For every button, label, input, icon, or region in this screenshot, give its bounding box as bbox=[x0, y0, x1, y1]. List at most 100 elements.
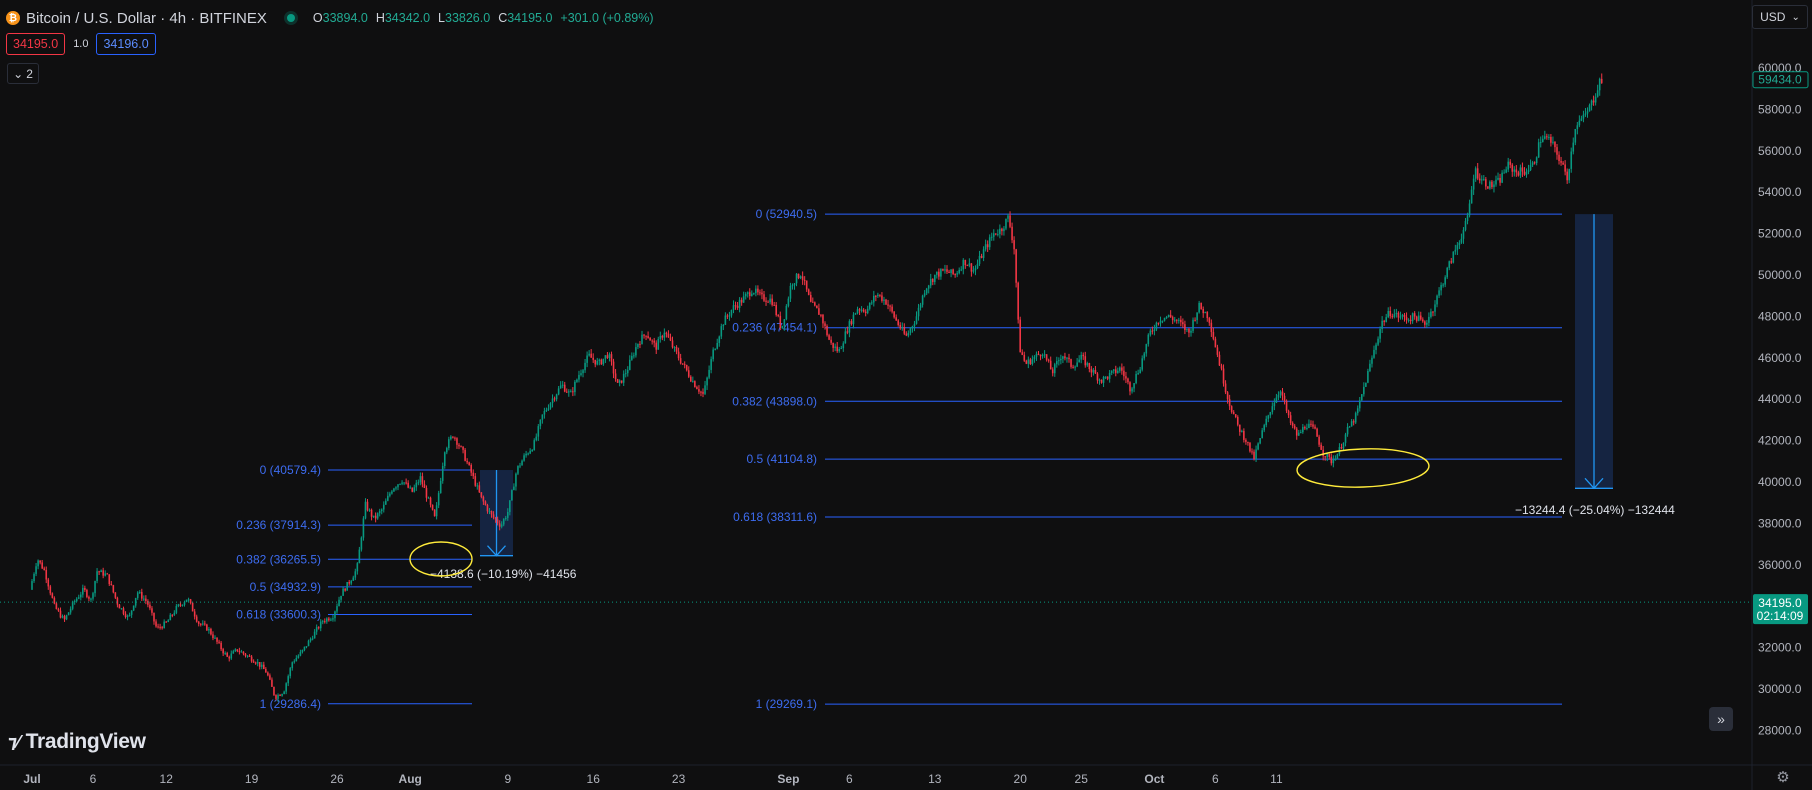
candle-body[interactable] bbox=[370, 509, 373, 517]
candle-body[interactable] bbox=[86, 589, 88, 597]
candle-body[interactable] bbox=[399, 483, 401, 485]
candle-body[interactable] bbox=[159, 626, 161, 628]
candle-body[interactable] bbox=[260, 664, 263, 667]
candle-body[interactable] bbox=[1015, 249, 1017, 283]
chart-settings-button[interactable]: ⚙ bbox=[1774, 768, 1792, 786]
candle-body[interactable] bbox=[1318, 436, 1320, 445]
candle-body[interactable] bbox=[1078, 359, 1080, 363]
candle-body[interactable] bbox=[1214, 338, 1217, 348]
candle-body[interactable] bbox=[1440, 285, 1442, 291]
candle-body[interactable] bbox=[1525, 172, 1528, 175]
candle-body[interactable] bbox=[1253, 451, 1255, 459]
candle-body[interactable] bbox=[927, 285, 930, 289]
candle-body[interactable] bbox=[1531, 162, 1534, 166]
candle-body[interactable] bbox=[240, 651, 243, 653]
candle-body[interactable] bbox=[1060, 358, 1062, 361]
candle-body[interactable] bbox=[842, 343, 845, 349]
candle-body[interactable] bbox=[797, 273, 800, 279]
candle-body[interactable] bbox=[618, 380, 621, 383]
candle-body[interactable] bbox=[1192, 319, 1194, 331]
candle-body[interactable] bbox=[1204, 311, 1207, 314]
candle-body[interactable] bbox=[1220, 365, 1223, 369]
indicators-toggle-button[interactable]: ⌄ 2 bbox=[7, 63, 39, 84]
candle-body[interactable] bbox=[1558, 154, 1560, 162]
candle-body[interactable] bbox=[960, 269, 963, 271]
candle-body[interactable] bbox=[49, 586, 52, 594]
candle-body[interactable] bbox=[1332, 459, 1335, 464]
candle-body[interactable] bbox=[791, 285, 794, 287]
candle-body[interactable] bbox=[1397, 312, 1400, 318]
candle-body[interactable] bbox=[287, 676, 289, 684]
candle-body[interactable] bbox=[602, 358, 605, 365]
candle-body[interactable] bbox=[118, 604, 121, 609]
candle-body[interactable] bbox=[1535, 157, 1538, 164]
candle-body[interactable] bbox=[77, 597, 80, 599]
candle-body[interactable] bbox=[753, 293, 755, 295]
candle-body[interactable] bbox=[968, 263, 971, 266]
candle-body[interactable] bbox=[1533, 162, 1536, 164]
candle-body[interactable] bbox=[1452, 251, 1455, 263]
candle-body[interactable] bbox=[1090, 369, 1093, 373]
candle-body[interactable] bbox=[879, 294, 881, 296]
candle-body[interactable] bbox=[1287, 410, 1290, 416]
candle-body[interactable] bbox=[1430, 311, 1432, 317]
candle-body[interactable] bbox=[525, 453, 527, 456]
candle-body[interactable] bbox=[366, 501, 369, 511]
candle-body[interactable] bbox=[608, 354, 611, 358]
candle-body[interactable] bbox=[1511, 164, 1514, 172]
candle-body[interactable] bbox=[1226, 392, 1229, 400]
candle-body[interactable] bbox=[1336, 453, 1339, 460]
candle-body[interactable] bbox=[1216, 347, 1219, 355]
candle-body[interactable] bbox=[1082, 354, 1085, 357]
candle-body[interactable] bbox=[622, 373, 625, 383]
candle-body[interactable] bbox=[195, 616, 198, 622]
candle-body[interactable] bbox=[1539, 142, 1542, 144]
candle-body[interactable] bbox=[1582, 114, 1585, 119]
candle-body[interactable] bbox=[1554, 141, 1556, 148]
candle-body[interactable] bbox=[883, 299, 885, 301]
candle-body[interactable] bbox=[887, 304, 889, 306]
candle-body[interactable] bbox=[1383, 320, 1385, 322]
candle-body[interactable] bbox=[98, 571, 100, 573]
candle-body[interactable] bbox=[53, 597, 56, 604]
candle-body[interactable] bbox=[1098, 379, 1101, 381]
candle-body[interactable] bbox=[116, 597, 119, 605]
candle-body[interactable] bbox=[1462, 229, 1465, 239]
candle-body[interactable] bbox=[708, 369, 710, 378]
candle-body[interactable] bbox=[360, 537, 363, 550]
candle-body[interactable] bbox=[877, 294, 879, 297]
candle-body[interactable] bbox=[1312, 424, 1314, 427]
candle-body[interactable] bbox=[858, 309, 861, 311]
candle-body[interactable] bbox=[427, 497, 430, 499]
candle-body[interactable] bbox=[1371, 357, 1373, 364]
candle-body[interactable] bbox=[1450, 261, 1453, 263]
candle-body[interactable] bbox=[474, 476, 477, 486]
candle-body[interactable] bbox=[1039, 354, 1042, 357]
candle-body[interactable] bbox=[1243, 430, 1245, 440]
candle-body[interactable] bbox=[895, 317, 897, 321]
market-status-icon[interactable] bbox=[286, 14, 295, 22]
candle-body[interactable] bbox=[673, 347, 676, 349]
candle-body[interactable] bbox=[1009, 215, 1011, 227]
candle-body[interactable] bbox=[814, 302, 816, 306]
candle-body[interactable] bbox=[1548, 136, 1550, 138]
candle-body[interactable] bbox=[982, 249, 985, 258]
candle-body[interactable] bbox=[803, 279, 806, 281]
candle-body[interactable] bbox=[267, 672, 269, 676]
candle-body[interactable] bbox=[681, 363, 684, 365]
candle-body[interactable] bbox=[57, 608, 60, 611]
candle-body[interactable] bbox=[232, 651, 235, 654]
candle-body[interactable] bbox=[714, 348, 716, 350]
candle-body[interactable] bbox=[1234, 414, 1237, 418]
candle-body[interactable] bbox=[1245, 439, 1247, 442]
candle-body[interactable] bbox=[378, 511, 381, 514]
candle-body[interactable] bbox=[405, 482, 407, 484]
candle-body[interactable] bbox=[730, 310, 733, 316]
candle-body[interactable] bbox=[1297, 432, 1300, 436]
candle-body[interactable] bbox=[1100, 379, 1103, 383]
candle-body[interactable] bbox=[1228, 399, 1231, 407]
candle-body[interactable] bbox=[893, 311, 895, 318]
candle-body[interactable] bbox=[1269, 412, 1272, 416]
candle-body[interactable] bbox=[820, 314, 822, 316]
candle-body[interactable] bbox=[1460, 238, 1463, 243]
